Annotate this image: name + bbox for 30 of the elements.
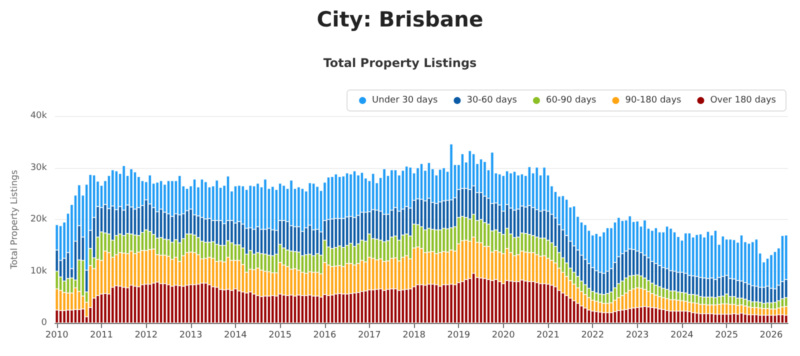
legend-label: Over 180 days [710, 96, 776, 106]
y-tick-label: 0 [41, 318, 48, 328]
chart-subtitle: Total Property Listings [323, 56, 477, 70]
legend-label: 90-180 days [625, 96, 682, 106]
x-tick-label: 2020 [492, 330, 516, 340]
x-tick-label: 2011 [90, 330, 113, 340]
x-tick-label: 2016 [313, 330, 336, 340]
x-tick-label: 2014 [224, 330, 248, 340]
x-tick-label: 2013 [179, 330, 202, 340]
x-tick-label: 2018 [402, 330, 426, 340]
x-tick-label: 2010 [45, 330, 69, 340]
legend-label: Under 30 days [372, 96, 438, 106]
x-tick-label: 2023 [626, 330, 649, 340]
y-tick-label: 10k [30, 266, 48, 276]
legend-label: 30-60 days [466, 96, 518, 106]
x-tick-label: 2025 [715, 330, 738, 340]
x-tick-label: 2019 [447, 330, 470, 340]
legend-label: 60-90 days [546, 96, 597, 106]
x-tick-label: 2021 [536, 330, 560, 340]
x-tick-label: 2022 [581, 330, 604, 340]
y-tick-label: 30k [30, 162, 48, 173]
y-axis-title: Total Property Listings [10, 170, 20, 270]
y-tick-label: 40k [30, 111, 48, 121]
y-tick-label: 20k [30, 214, 48, 224]
x-tick-label: 2026 [760, 330, 783, 340]
x-tick-label: 2015 [268, 330, 292, 340]
x-tick-label: 2024 [670, 330, 694, 340]
x-tick-label: 2012 [134, 330, 158, 340]
x-tick-label: 2017 [358, 330, 381, 340]
chart-title: City: Brisbane [316, 8, 484, 32]
